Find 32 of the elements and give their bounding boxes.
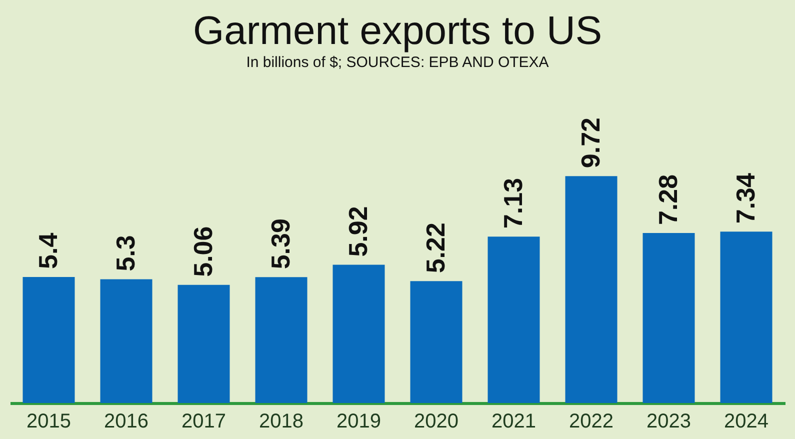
data-label: 5.92	[342, 206, 373, 257]
bar	[178, 284, 230, 403]
x-tick-label: 2022	[569, 410, 614, 432]
chart-subtitle: In billions of $; SOURCES: EPB AND OTEXA	[246, 54, 549, 71]
x-tick-label: 2019	[336, 410, 381, 432]
bar	[410, 281, 462, 403]
x-tick-label: 2024	[724, 410, 768, 432]
x-tick-label: 2016	[104, 410, 148, 432]
data-label: 5.06	[188, 226, 218, 277]
x-tick-label: 2023	[646, 410, 691, 432]
bar	[255, 277, 308, 403]
bar	[642, 233, 695, 403]
bar	[100, 279, 152, 403]
chart-title: Garment exports to US	[192, 9, 602, 53]
bar	[720, 232, 772, 403]
data-label: 5.22	[420, 222, 450, 274]
bar	[488, 236, 540, 403]
bar	[332, 264, 385, 403]
data-label: 5.3	[110, 235, 140, 272]
bar	[22, 276, 75, 403]
data-label: 5.39	[265, 218, 296, 270]
data-label: 7.13	[498, 178, 528, 229]
bar	[565, 176, 618, 403]
x-tick-label: 2021	[492, 410, 536, 432]
x-tick-label: 2020	[414, 410, 458, 432]
data-label: 9.72	[575, 117, 606, 168]
x-tick-label: 2018	[259, 410, 304, 432]
data-label: 7.28	[652, 174, 683, 226]
x-tick-label: 2017	[182, 410, 226, 432]
data-label: 7.34	[730, 172, 760, 224]
data-label: 5.4	[32, 232, 63, 269]
x-tick-label: 2015	[26, 410, 71, 432]
